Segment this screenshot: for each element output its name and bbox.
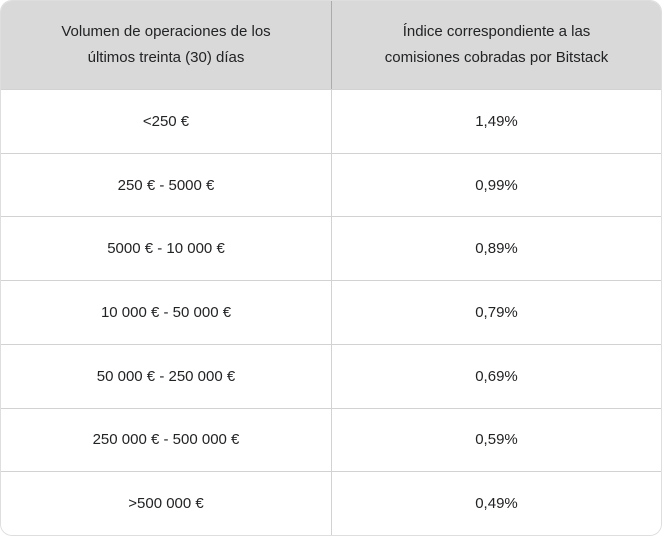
volume-cell: 250 000 € - 500 000 € bbox=[92, 431, 240, 449]
volume-cell: 250 € - 5000 € bbox=[117, 176, 215, 194]
fee-cell: 0,69% bbox=[331, 344, 661, 408]
volume-cell: <250 € bbox=[142, 112, 190, 130]
fee-cell: 1,49% bbox=[331, 90, 661, 153]
volume-cell: 10 000 € - 50 000 € bbox=[100, 304, 232, 322]
volume-cell: 50 000 € - 250 000 € bbox=[96, 367, 236, 385]
table-row: 50 000 € - 250 000 € 0,69% bbox=[1, 343, 661, 408]
table-row: 250 € - 5000 € 0,99% bbox=[1, 152, 661, 217]
table-row: >500 000 € 0,49% bbox=[1, 471, 661, 535]
table-row: 250 000 € - 500 000 € 0,59% bbox=[1, 407, 661, 472]
volume-cell: 5000 € - 10 000 € bbox=[107, 240, 225, 258]
fee-cell: 0,99% bbox=[331, 153, 661, 217]
column-header-volume: Volumen de operaciones de los últimos tr… bbox=[61, 23, 271, 66]
table-row: 5000 € - 10 000 € 0,89% bbox=[1, 216, 661, 281]
fee-cell: 0,79% bbox=[331, 281, 661, 344]
column-header-fee-index: Índice correspondiente a las comisiones … bbox=[331, 1, 661, 89]
fee-cell: 0,89% bbox=[331, 217, 661, 281]
fee-cell: 0,49% bbox=[331, 472, 661, 535]
table-row: 10 000 € - 50 000 € 0,79% bbox=[1, 280, 661, 344]
table-header-row: Volumen de operaciones de los últimos tr… bbox=[1, 1, 661, 89]
volume-cell: >500 000 € bbox=[128, 495, 204, 513]
fee-cell: 0,59% bbox=[331, 408, 661, 472]
table-row: <250 € 1,49% bbox=[1, 89, 661, 153]
